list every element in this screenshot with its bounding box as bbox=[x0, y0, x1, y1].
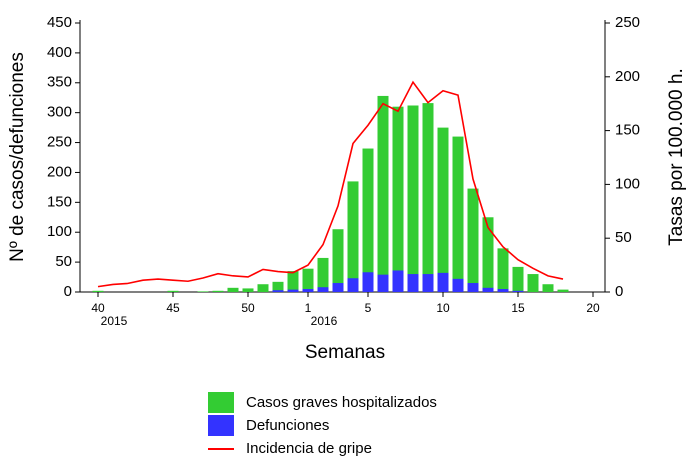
y-tick-label: 50 bbox=[55, 253, 72, 270]
bar bbox=[512, 266, 524, 292]
y2-tick-label: 50 bbox=[615, 229, 632, 246]
bar bbox=[482, 217, 494, 292]
bar bbox=[422, 274, 434, 292]
x-tick-label: 5 bbox=[365, 301, 372, 315]
bar bbox=[227, 287, 239, 292]
bar bbox=[272, 290, 284, 292]
bar bbox=[437, 272, 449, 292]
bar bbox=[257, 284, 269, 292]
bar bbox=[452, 136, 464, 292]
legend-label: Casos graves hospitalizados bbox=[246, 394, 437, 411]
y-tick-label: 350 bbox=[47, 74, 72, 91]
legend-label: Incidencia de gripe bbox=[246, 440, 372, 457]
y-tick-label: 200 bbox=[47, 163, 72, 180]
bar bbox=[287, 289, 299, 292]
bar bbox=[167, 290, 179, 292]
x-tick-label: 50 bbox=[241, 301, 255, 315]
y-tick-label: 100 bbox=[47, 223, 72, 240]
bar bbox=[497, 248, 509, 292]
bar bbox=[347, 181, 359, 292]
y-axis-title: Nº de casos/defunciones bbox=[7, 52, 28, 262]
y-tick-label: 150 bbox=[47, 193, 72, 210]
y-tick-label: 400 bbox=[47, 44, 72, 61]
bar bbox=[347, 278, 359, 292]
bar bbox=[422, 103, 434, 292]
bar bbox=[557, 289, 569, 292]
x-sublabel: 2016 bbox=[311, 314, 338, 328]
bar bbox=[407, 274, 419, 292]
x-tick-label: 20 bbox=[586, 301, 600, 315]
legend-label: Defunciones bbox=[246, 417, 329, 434]
bar bbox=[317, 287, 329, 292]
y2-axis-title: Tasas por 100.000 h. bbox=[666, 68, 687, 245]
bar bbox=[482, 287, 494, 292]
bar bbox=[362, 148, 374, 292]
legend-swatch bbox=[208, 415, 234, 436]
x-sublabel: 2015 bbox=[101, 314, 128, 328]
legend-swatch bbox=[208, 392, 234, 413]
x-tick-label: 10 bbox=[436, 301, 450, 315]
bar bbox=[197, 291, 209, 292]
bar bbox=[377, 95, 389, 292]
x-tick-label: 40 bbox=[91, 301, 105, 315]
bar bbox=[437, 127, 449, 292]
y2-tick-label: 250 bbox=[615, 14, 640, 31]
line bbox=[97, 80, 564, 288]
bar bbox=[302, 289, 314, 292]
bar bbox=[242, 288, 254, 292]
bar bbox=[392, 106, 404, 292]
y2-tick-label: 150 bbox=[615, 122, 640, 139]
bar bbox=[212, 290, 224, 292]
bar bbox=[92, 290, 104, 292]
bar bbox=[332, 229, 344, 292]
bar bbox=[497, 289, 509, 292]
y2-tick-label: 100 bbox=[615, 175, 640, 192]
bar bbox=[542, 284, 554, 292]
y2-tick-label: 0 bbox=[615, 283, 623, 300]
bar bbox=[512, 290, 524, 292]
x-axis-title: Semanas bbox=[305, 342, 385, 363]
y2-tick-label: 200 bbox=[615, 68, 640, 85]
bar bbox=[317, 257, 329, 292]
x-tick-label: 45 bbox=[166, 301, 180, 315]
bar bbox=[527, 274, 539, 292]
bar bbox=[407, 105, 419, 292]
y-tick-label: 450 bbox=[47, 14, 72, 31]
bar bbox=[302, 268, 314, 292]
y-tick-label: 0 bbox=[64, 283, 72, 300]
y-tick-label: 250 bbox=[47, 134, 72, 151]
bar bbox=[452, 278, 464, 292]
bar bbox=[332, 283, 344, 292]
y-tick-label: 300 bbox=[47, 104, 72, 121]
bar bbox=[392, 270, 404, 292]
x-tick-label: 1 bbox=[305, 301, 312, 315]
bar bbox=[287, 271, 299, 292]
bar bbox=[272, 281, 284, 292]
bar bbox=[467, 283, 479, 292]
bar bbox=[467, 188, 479, 292]
bar bbox=[362, 272, 374, 292]
x-tick-label: 15 bbox=[511, 301, 525, 315]
bar bbox=[377, 274, 389, 292]
